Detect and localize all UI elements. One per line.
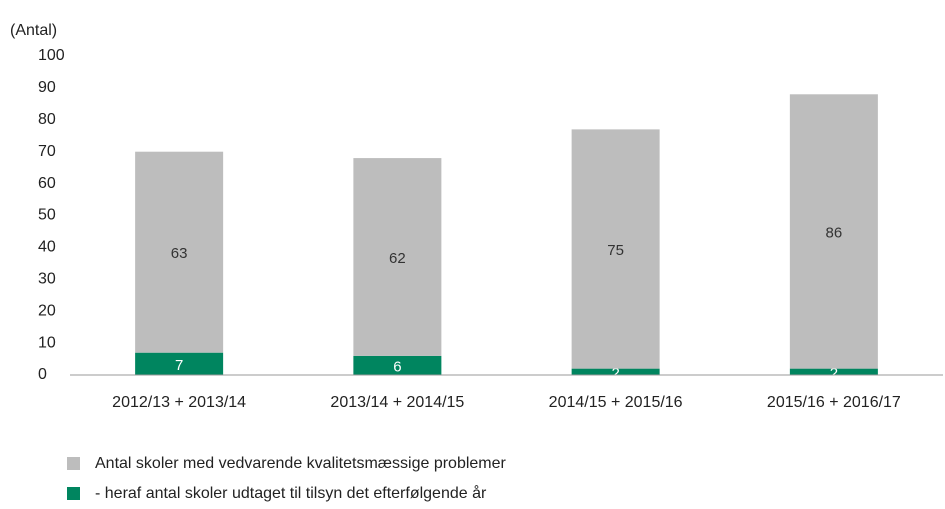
y-tick-label: 40 <box>38 239 56 256</box>
legend-label: Antal skoler med vedvarende kvalitetsmæs… <box>95 455 507 472</box>
data-label: 2 <box>611 365 619 382</box>
bar-segment <box>353 158 442 356</box>
y-axis-label: (Antal) <box>10 22 57 39</box>
y-tick-label: 10 <box>38 334 56 351</box>
bar-segment <box>571 368 660 375</box>
y-tick-label: 60 <box>38 175 56 192</box>
legend-label: - heraf antal skoler udtaget til tilsyn … <box>95 484 487 502</box>
y-tick-label: 50 <box>38 207 56 224</box>
x-tick-label: 2014/15 + 2015/16 <box>549 394 683 411</box>
legend-swatch <box>67 457 80 470</box>
y-tick-label: 80 <box>38 111 56 128</box>
data-label: 7 <box>175 357 183 374</box>
bar-segment <box>135 352 224 375</box>
y-tick-label: 0 <box>38 366 47 383</box>
bar-segment <box>571 129 660 369</box>
bar-segment <box>789 368 878 375</box>
legend-swatch <box>67 487 80 500</box>
x-tick-label: 2015/16 + 2016/17 <box>767 394 901 411</box>
y-tick-label: 20 <box>38 302 56 319</box>
x-tick-label: 2012/13 + 2013/14 <box>112 394 246 411</box>
x-tick-label: 2013/14 + 2014/15 <box>330 394 464 411</box>
y-tick-label: 100 <box>38 47 65 64</box>
y-tick-label: 70 <box>38 143 56 160</box>
data-label: 86 <box>826 224 843 241</box>
data-label: 2 <box>830 365 838 382</box>
bar-segment <box>789 94 878 369</box>
y-tick-label: 90 <box>38 79 56 96</box>
data-label: 6 <box>393 358 401 375</box>
bar-segment <box>353 355 442 375</box>
data-label: 63 <box>171 245 188 262</box>
bar-segment <box>135 151 224 353</box>
data-label: 75 <box>607 242 624 259</box>
data-label: 62 <box>389 250 406 267</box>
y-tick-label: 30 <box>38 271 56 288</box>
